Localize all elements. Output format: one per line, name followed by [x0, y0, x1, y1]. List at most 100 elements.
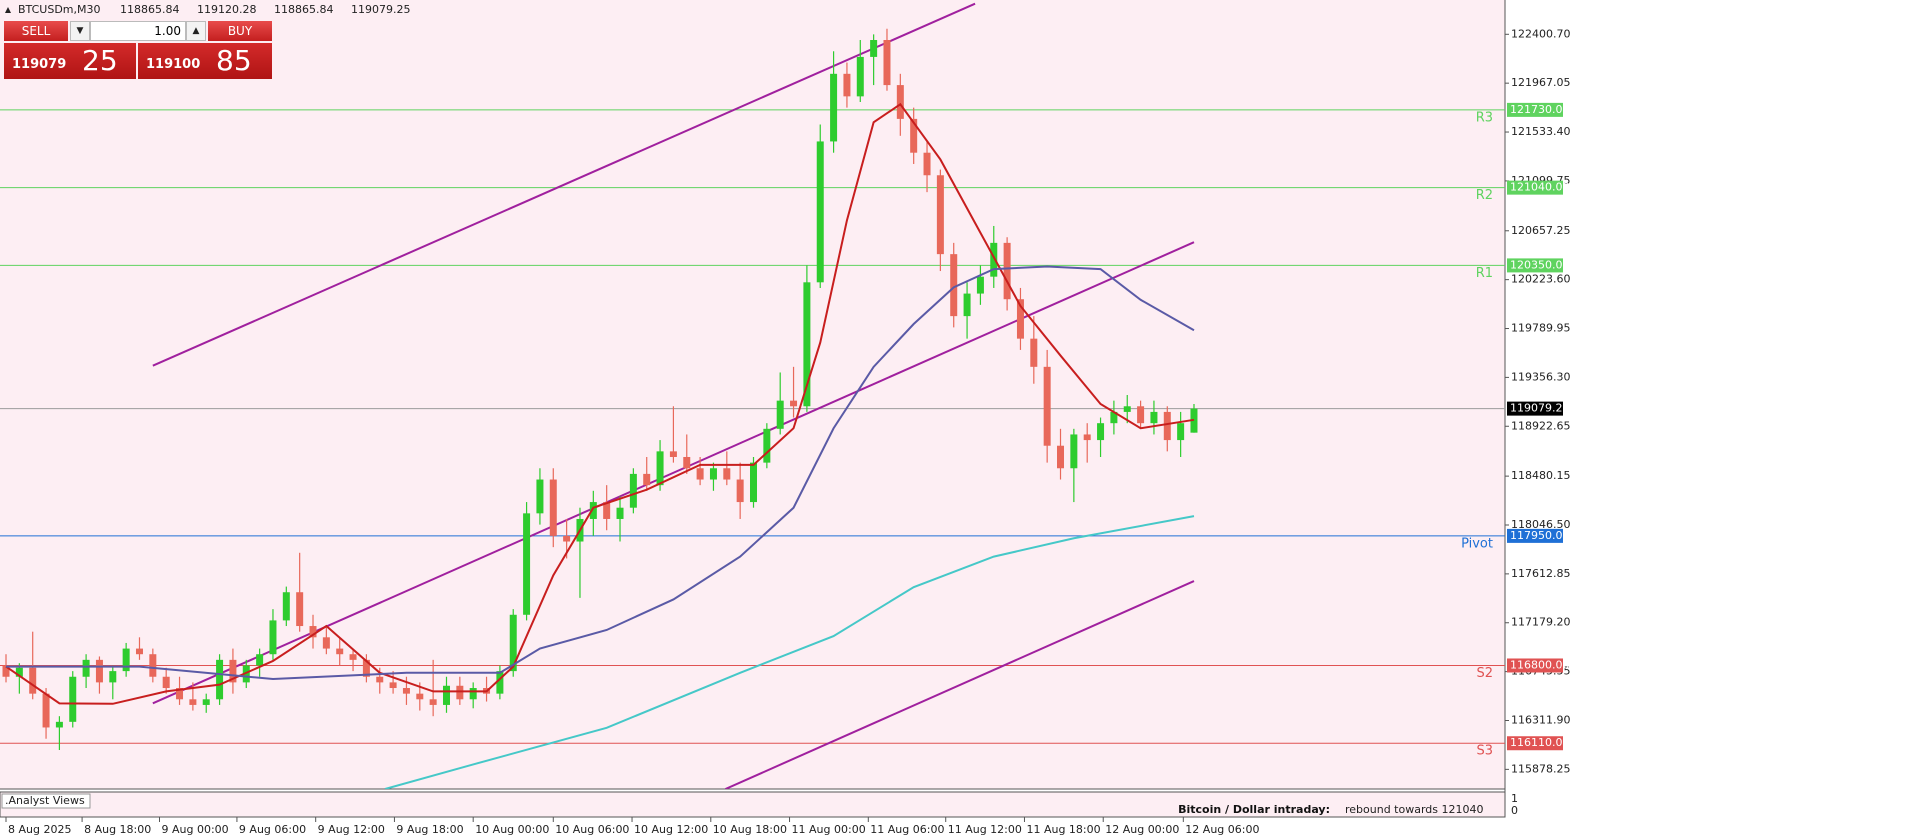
lot-up[interactable]: ▲: [186, 21, 206, 41]
y-tick-label: 120657.25: [1511, 224, 1571, 237]
sell-price[interactable]: 119079 25: [4, 43, 136, 79]
candle-body: [629, 473, 637, 508]
candle-body: [416, 693, 424, 700]
candle-body: [389, 682, 397, 689]
candle-body: [469, 688, 477, 700]
candle-body: [723, 468, 731, 480]
price-box: [1507, 401, 1563, 416]
indicator-headline: Bitcoin / Dollar intraday:: [1178, 803, 1330, 816]
candle-body: [830, 73, 838, 142]
x-tick-label: 9 Aug 06:00: [239, 823, 306, 836]
candle-body: [362, 659, 370, 677]
candle-body: [1150, 411, 1158, 424]
candle-body: [750, 462, 758, 503]
x-tick-label: 8 Aug 18:00: [84, 823, 151, 836]
candle-body: [1003, 242, 1011, 300]
candle-body: [1070, 434, 1078, 469]
ohlc-value: 119079.25: [351, 3, 411, 16]
candle-body: [1057, 445, 1065, 469]
candle-body: [376, 676, 384, 683]
candle-body: [549, 479, 557, 536]
candle-body: [69, 676, 77, 722]
trend-line: [152, 2, 976, 367]
x-tick-label: 9 Aug 00:00: [162, 823, 229, 836]
level-name: R1: [1476, 266, 1493, 281]
level-label: 116110.00: [1510, 736, 1570, 749]
candle-body: [149, 654, 157, 677]
candle-body: [15, 667, 23, 677]
ohlc-value: 118865.84: [274, 3, 334, 16]
candle-body: [442, 685, 450, 705]
buy-price[interactable]: 119100 85: [138, 43, 272, 79]
y-tick-label: 118480.15: [1511, 469, 1571, 482]
y-tick-label: 120223.60: [1511, 273, 1571, 286]
level-box: [1507, 102, 1563, 117]
candle-body: [322, 637, 330, 649]
x-tick-label: 12 Aug 00:00: [1105, 823, 1179, 836]
candle-body: [135, 648, 143, 655]
sell-button[interactable]: SELL: [4, 21, 68, 41]
candle-body: [162, 676, 170, 689]
candle-body: [589, 502, 597, 519]
level-label: 121730.00: [1510, 103, 1570, 116]
candle-body: [42, 693, 50, 728]
candle-body: [683, 456, 691, 469]
candle-body: [456, 685, 464, 700]
x-tick-label: 11 Aug 12:00: [948, 823, 1022, 836]
lot-down[interactable]: ▼: [70, 21, 90, 41]
candle-body: [896, 85, 904, 119]
candle-body: [1137, 406, 1145, 424]
candle-body: [269, 620, 277, 655]
candle-body: [82, 659, 90, 677]
indicator-background: [0, 791, 1506, 818]
level-name: R3: [1476, 110, 1493, 125]
candle-body: [1097, 423, 1105, 441]
candle-body: [790, 400, 798, 407]
trade-panel: SELL ▼ 1.00 ▲ BUY 119079 25 119100 85: [4, 21, 272, 79]
level-label: 117950.00: [1510, 529, 1570, 542]
candle-body: [976, 276, 984, 294]
candle-body: [656, 451, 664, 486]
candle-body: [216, 659, 224, 700]
x-tick-label: 11 Aug 00:00: [792, 823, 866, 836]
y-tick-label: 119789.95: [1511, 322, 1571, 335]
indicator-axis: 1: [1511, 792, 1518, 805]
candle-body: [803, 282, 811, 407]
candle-body: [870, 40, 878, 57]
indicator-title-box: [1, 793, 91, 809]
level-label: 120350.00: [1510, 258, 1570, 271]
y-tick-label: 118046.50: [1511, 518, 1571, 531]
candle-body: [1110, 411, 1118, 424]
trend-line: [725, 580, 1195, 789]
level-name: R2: [1476, 188, 1493, 203]
y-tick-label: 121533.40: [1511, 125, 1571, 138]
candle-body: [936, 175, 944, 255]
candle-body: [1163, 411, 1171, 441]
candle-body: [923, 152, 931, 176]
candle-body: [2, 665, 10, 677]
bid-main: 119079: [12, 57, 67, 72]
y-tick-label: 115878.25: [1511, 762, 1571, 775]
level-box: [1507, 658, 1563, 673]
x-tick-label: 10 Aug 18:00: [713, 823, 787, 836]
candle-body: [109, 671, 117, 683]
bid-pips: 25: [82, 44, 118, 77]
buy-button[interactable]: BUY: [208, 21, 272, 41]
candle-body: [309, 626, 317, 638]
lot-input[interactable]: 1.00: [90, 21, 186, 41]
ohlc-value: 118865.84: [120, 3, 180, 16]
candle-body: [763, 428, 771, 463]
candle-body: [1043, 366, 1051, 446]
level-name: S3: [1476, 744, 1493, 759]
ask-main: 119100: [146, 57, 201, 72]
x-tick-label: 10 Aug 06:00: [555, 823, 629, 836]
y-tick-label: 116311.90: [1511, 713, 1571, 726]
indicator-title: .Analyst Views: [5, 794, 85, 807]
candle-body: [950, 254, 958, 317]
moving-average: [6, 265, 1195, 681]
plot: [0, 2, 1505, 789]
candle-body: [990, 242, 998, 277]
candle-body: [256, 654, 264, 666]
